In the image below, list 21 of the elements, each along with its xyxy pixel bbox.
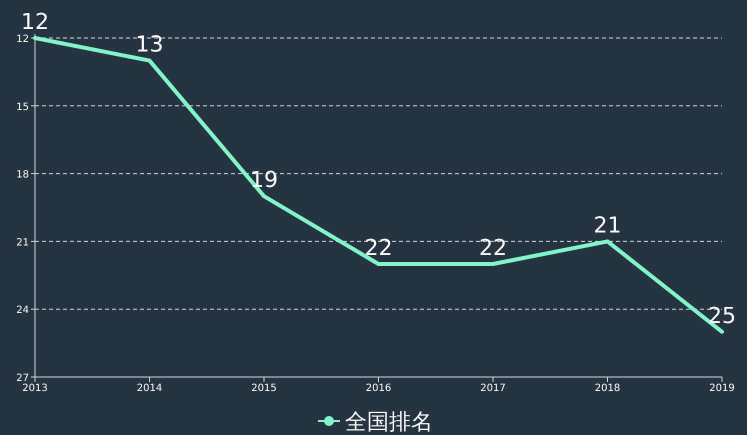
y-tick-label: 24 — [16, 305, 29, 316]
y-tick-label: 21 — [16, 237, 29, 248]
data-label: 25 — [708, 304, 736, 329]
data-label: 21 — [594, 213, 622, 238]
data-label: 22 — [479, 236, 507, 261]
x-tick-label: 2019 — [709, 383, 735, 394]
data-label: 13 — [136, 32, 164, 58]
y-tick-label: 18 — [16, 170, 29, 181]
x-tick-label: 2015 — [251, 383, 277, 394]
x-tick-label: 2014 — [136, 383, 162, 394]
y-tick-label: 15 — [16, 102, 29, 113]
y-tick-label: 12 — [16, 34, 29, 45]
x-tick-label: 2018 — [594, 383, 620, 394]
legend-label: 全国排名 — [345, 410, 433, 435]
x-tick-label: 2017 — [480, 383, 506, 394]
x-tick-label: 2013 — [22, 383, 48, 394]
y-tick-label: 27 — [16, 373, 29, 384]
data-label: 22 — [364, 236, 392, 261]
legend: 全国排名 — [318, 410, 433, 435]
x-tick-label: 2016 — [366, 383, 392, 394]
data-label: 19 — [250, 168, 278, 194]
